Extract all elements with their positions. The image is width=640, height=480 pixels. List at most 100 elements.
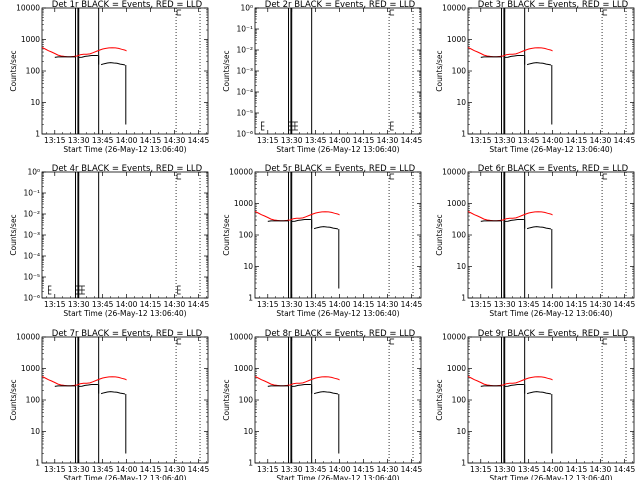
- state-marker-bracket: [176, 173, 182, 180]
- x-tick-label: 14:30: [590, 136, 612, 145]
- panel-det-6r: Det 6r BLACK = Events, RED = LLD 1 10 100 10…: [435, 164, 635, 318]
- zero-count-marker: [177, 285, 181, 295]
- x-tick-label: 13:15: [470, 136, 492, 145]
- y-tick-label: 10: [456, 98, 466, 107]
- x-tick-label: 14:30: [590, 465, 612, 474]
- x-tick-label: 14:15: [353, 136, 375, 145]
- zero-count-marker: [78, 285, 82, 295]
- x-tick-label: 13:45: [518, 465, 540, 474]
- y-tick-label: 10⁻⁵: [23, 273, 40, 282]
- y-tick-label: 10000: [16, 333, 40, 342]
- state-marker-bracket: [176, 338, 182, 345]
- y-tick-label: 10000: [229, 333, 253, 342]
- x-tick-label: 13:45: [518, 136, 540, 145]
- x-tick-label: 14:45: [614, 300, 636, 309]
- x-tick-label: 14:15: [566, 465, 588, 474]
- x-axis-label: Start Time (26-May-12 13:06:40): [489, 474, 612, 480]
- x-tick-label: 14:45: [401, 465, 423, 474]
- series-events-line: [504, 219, 524, 222]
- x-tick-label: 14:45: [188, 300, 210, 309]
- y-tick-label: 10⁻¹: [23, 189, 40, 198]
- panel-det-3r: Det 3r BLACK = Events, RED = LLD 1 10 100 10…: [435, 0, 635, 154]
- series-lld-line: [254, 375, 340, 387]
- panel-det-1r: Det 1r BLACK = Events, RED = LLD 1 10 100 10…: [9, 0, 209, 154]
- y-tick-label: 100: [26, 396, 41, 405]
- y-tick-label: 10⁻¹: [236, 25, 253, 34]
- x-tick-label: 13:30: [68, 136, 90, 145]
- x-tick-label: 13:15: [257, 136, 279, 145]
- state-marker-bracket: [602, 338, 608, 345]
- y-tick-label: 100: [26, 67, 41, 76]
- y-tick-label: 10: [243, 262, 253, 271]
- x-tick-label: 14:00: [116, 465, 138, 474]
- x-tick-label: 13:30: [68, 465, 90, 474]
- panel-title: Det 6r BLACK = Events, RED = LLD: [478, 164, 629, 174]
- series-events-line: [100, 62, 126, 66]
- x-tick-label: 13:30: [494, 300, 516, 309]
- series-events-line: [313, 391, 339, 395]
- series-events-line: [100, 391, 126, 395]
- y-axis-label: Counts/sec: [435, 379, 444, 420]
- x-tick-label: 14:00: [329, 465, 351, 474]
- y-tick-label: 1000: [447, 364, 466, 373]
- y-axis-label: Counts/sec: [435, 50, 444, 91]
- x-tick-label: 13:45: [92, 136, 114, 145]
- x-tick-label: 14:00: [542, 465, 564, 474]
- x-tick-label: 14:30: [590, 300, 612, 309]
- zero-count-marker: [390, 121, 394, 131]
- y-tick-label: 10⁻²: [23, 210, 40, 219]
- x-tick-label: 14:45: [401, 300, 423, 309]
- y-tick-label: 10000: [16, 4, 40, 13]
- y-tick-label: 1000: [21, 35, 40, 44]
- y-tick-label: 10⁻³: [236, 67, 253, 76]
- x-tick-label: 13:30: [281, 465, 303, 474]
- y-tick-label: 1: [35, 459, 40, 468]
- y-tick-label: 10: [456, 262, 466, 271]
- x-tick-label: 13:15: [44, 136, 66, 145]
- panel-title: Det 2r BLACK = Events, RED = LLD: [265, 0, 416, 10]
- series-events-line: [480, 385, 502, 387]
- series-events-line: [526, 62, 552, 66]
- plot-frame: [254, 336, 422, 464]
- x-tick-label: 14:15: [140, 136, 162, 145]
- x-tick-label: 14:00: [329, 300, 351, 309]
- panel-title: Det 4r BLACK = Events, RED = LLD: [52, 164, 203, 174]
- x-tick-label: 13:30: [494, 465, 516, 474]
- series-lld-line: [467, 210, 553, 222]
- series-events-line: [504, 384, 524, 387]
- y-tick-label: 100: [239, 396, 254, 405]
- x-tick-label: 14:30: [377, 465, 399, 474]
- x-tick-label: 13:15: [44, 465, 66, 474]
- y-tick-label: 10⁰: [27, 168, 40, 177]
- x-tick-label: 13:15: [44, 300, 66, 309]
- state-marker-bracket: [389, 338, 395, 345]
- series-events-line: [54, 56, 76, 58]
- x-axis-label: Start Time (26-May-12 13:06:40): [63, 309, 186, 318]
- series-events-line: [267, 385, 289, 387]
- y-tick-label: 100: [452, 396, 467, 405]
- x-tick-label: 13:45: [305, 136, 327, 145]
- series-lld-line: [41, 46, 127, 58]
- series-events-line: [526, 226, 552, 230]
- series-events-line: [291, 219, 311, 222]
- y-axis-label: Counts/sec: [222, 50, 231, 91]
- panel-det-5r: Det 5r BLACK = Events, RED = LLD 1 10 100 10…: [222, 164, 422, 318]
- y-tick-label: 1: [248, 459, 253, 468]
- y-axis-label: Counts/sec: [9, 379, 18, 420]
- y-tick-label: 10⁻²: [236, 46, 253, 55]
- panel-det-8r: Det 8r BLACK = Events, RED = LLD 1 10 100 10…: [222, 329, 422, 480]
- series-events-line: [504, 55, 524, 58]
- y-axis-label: Counts/sec: [9, 214, 18, 255]
- zero-count-marker: [261, 121, 265, 131]
- plot-frame: [467, 171, 635, 299]
- y-tick-label: 10000: [229, 168, 253, 177]
- x-tick-label: 13:15: [257, 465, 279, 474]
- series-events-line: [313, 226, 339, 230]
- panel-det-9r: Det 9r BLACK = Events, RED = LLD 1 10 100 10…: [435, 329, 635, 480]
- state-marker-bracket: [389, 9, 395, 16]
- panel-det-7r: Det 7r BLACK = Events, RED = LLD 1 10 100 10…: [9, 329, 209, 480]
- x-tick-label: 14:30: [377, 136, 399, 145]
- x-tick-label: 13:30: [68, 300, 90, 309]
- x-tick-label: 14:15: [140, 300, 162, 309]
